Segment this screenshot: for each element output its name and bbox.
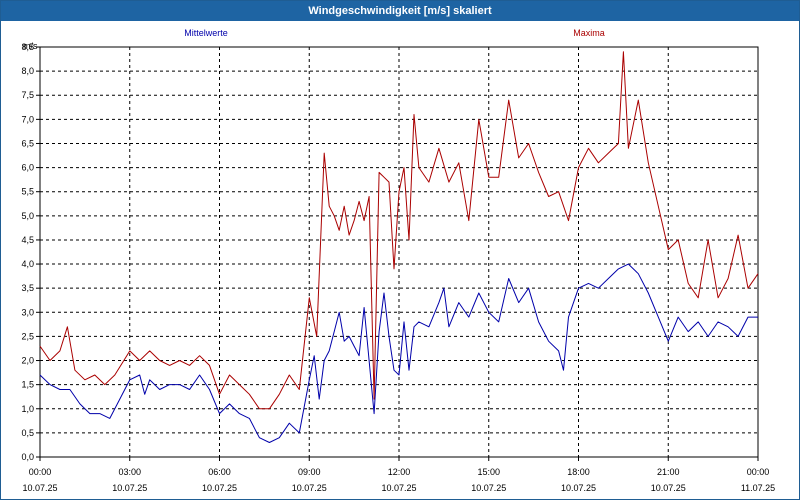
y-tick-label: 8,5 xyxy=(21,42,34,52)
x-tick-time: 00:00 xyxy=(29,467,52,477)
x-tick-time: 09:00 xyxy=(298,467,321,477)
plot-frame xyxy=(39,46,759,458)
window-title: Windgeschwindigkeit [m/s] skaliert xyxy=(1,1,799,21)
y-tick-label: 2,0 xyxy=(21,356,34,366)
x-tick-date: 10.07.25 xyxy=(292,483,327,493)
x-tick-time: 00:00 xyxy=(747,467,770,477)
y-tick-label: 8,0 xyxy=(21,66,34,76)
x-tick-time: 18:00 xyxy=(567,467,590,477)
y-tick-label: 6,5 xyxy=(21,138,34,148)
legend-mittelwerte: Mittelwerte xyxy=(184,28,228,38)
y-tick-label: 5,5 xyxy=(21,187,34,197)
y-tick-label: 1,5 xyxy=(21,380,34,390)
y-tick-label: 3,0 xyxy=(21,307,34,317)
x-tick-time: 15:00 xyxy=(477,467,500,477)
series-line-maxima xyxy=(39,51,759,410)
legend-maxima: Maxima xyxy=(573,28,605,38)
y-axis-label: m/s xyxy=(23,41,38,51)
x-tick-date: 10.07.25 xyxy=(112,483,147,493)
y-tick-label: 4,0 xyxy=(21,259,34,269)
x-tick-date: 10.07.25 xyxy=(561,483,596,493)
y-tick-label: 7,5 xyxy=(21,90,34,100)
y-tick-label: 0,0 xyxy=(21,452,34,462)
series-line-mittelwerte xyxy=(39,263,758,443)
x-tick-date: 10.07.25 xyxy=(651,483,686,493)
y-tick-label: 4,5 xyxy=(21,235,34,245)
x-tick-date: 10.07.25 xyxy=(471,483,506,493)
y-tick-label: 6,0 xyxy=(21,163,34,173)
x-tick-time: 21:00 xyxy=(657,467,680,477)
x-tick-time: 03:00 xyxy=(118,467,141,477)
y-tick-label: 3,5 xyxy=(21,283,34,293)
x-tick-date: 11.07.25 xyxy=(741,483,775,493)
y-tick-label: 1,0 xyxy=(21,404,34,414)
y-tick-label: 5,0 xyxy=(21,211,34,221)
x-tick-date: 10.07.25 xyxy=(22,483,57,493)
y-tick-label: 7,0 xyxy=(21,114,34,124)
x-tick-date: 10.07.25 xyxy=(381,483,416,493)
x-tick-date: 10.07.25 xyxy=(202,483,237,493)
y-tick-label: 0,5 xyxy=(21,428,34,438)
y-tick-label: 2,5 xyxy=(21,331,34,341)
x-tick-time: 12:00 xyxy=(388,467,411,477)
wind-speed-chart: m/s 0,0 0,5 1,0 1,5 2,0 2,5 3,0 3,5 4,0 4,5 5,0 5,5 6… xyxy=(21,28,775,493)
x-tick-time: 06:00 xyxy=(208,467,231,477)
